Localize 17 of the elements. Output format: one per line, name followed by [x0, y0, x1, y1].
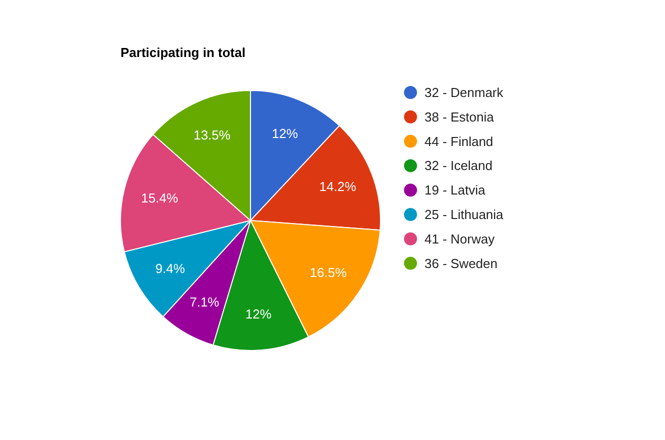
legend-label: 19 - Latvia: [424, 182, 486, 198]
data-label: 12%: [272, 126, 298, 141]
legend-label: 25 - Lithuania: [424, 207, 504, 222]
data-label: 7.1%: [190, 294, 220, 310]
data-label: 14.2%: [319, 178, 357, 194]
data-label: 15.4%: [141, 190, 178, 206]
chart-title: Participating in total: [120, 45, 246, 60]
legend-label: 41 - Norway: [424, 231, 496, 246]
legend-label: 32 - Denmark: [424, 85, 504, 100]
legend-label: 32 - Iceland: [424, 158, 492, 174]
data-label: 16.5%: [310, 265, 348, 280]
data-label: 9.4%: [155, 260, 186, 276]
data-label: 13.5%: [194, 128, 231, 143]
legend-label: 44 - Finland: [424, 134, 494, 149]
legend-label: 38 - Estonia: [424, 109, 495, 124]
legend-label: 36 - Sweden: [424, 256, 498, 271]
data-label: 12%: [245, 306, 272, 322]
